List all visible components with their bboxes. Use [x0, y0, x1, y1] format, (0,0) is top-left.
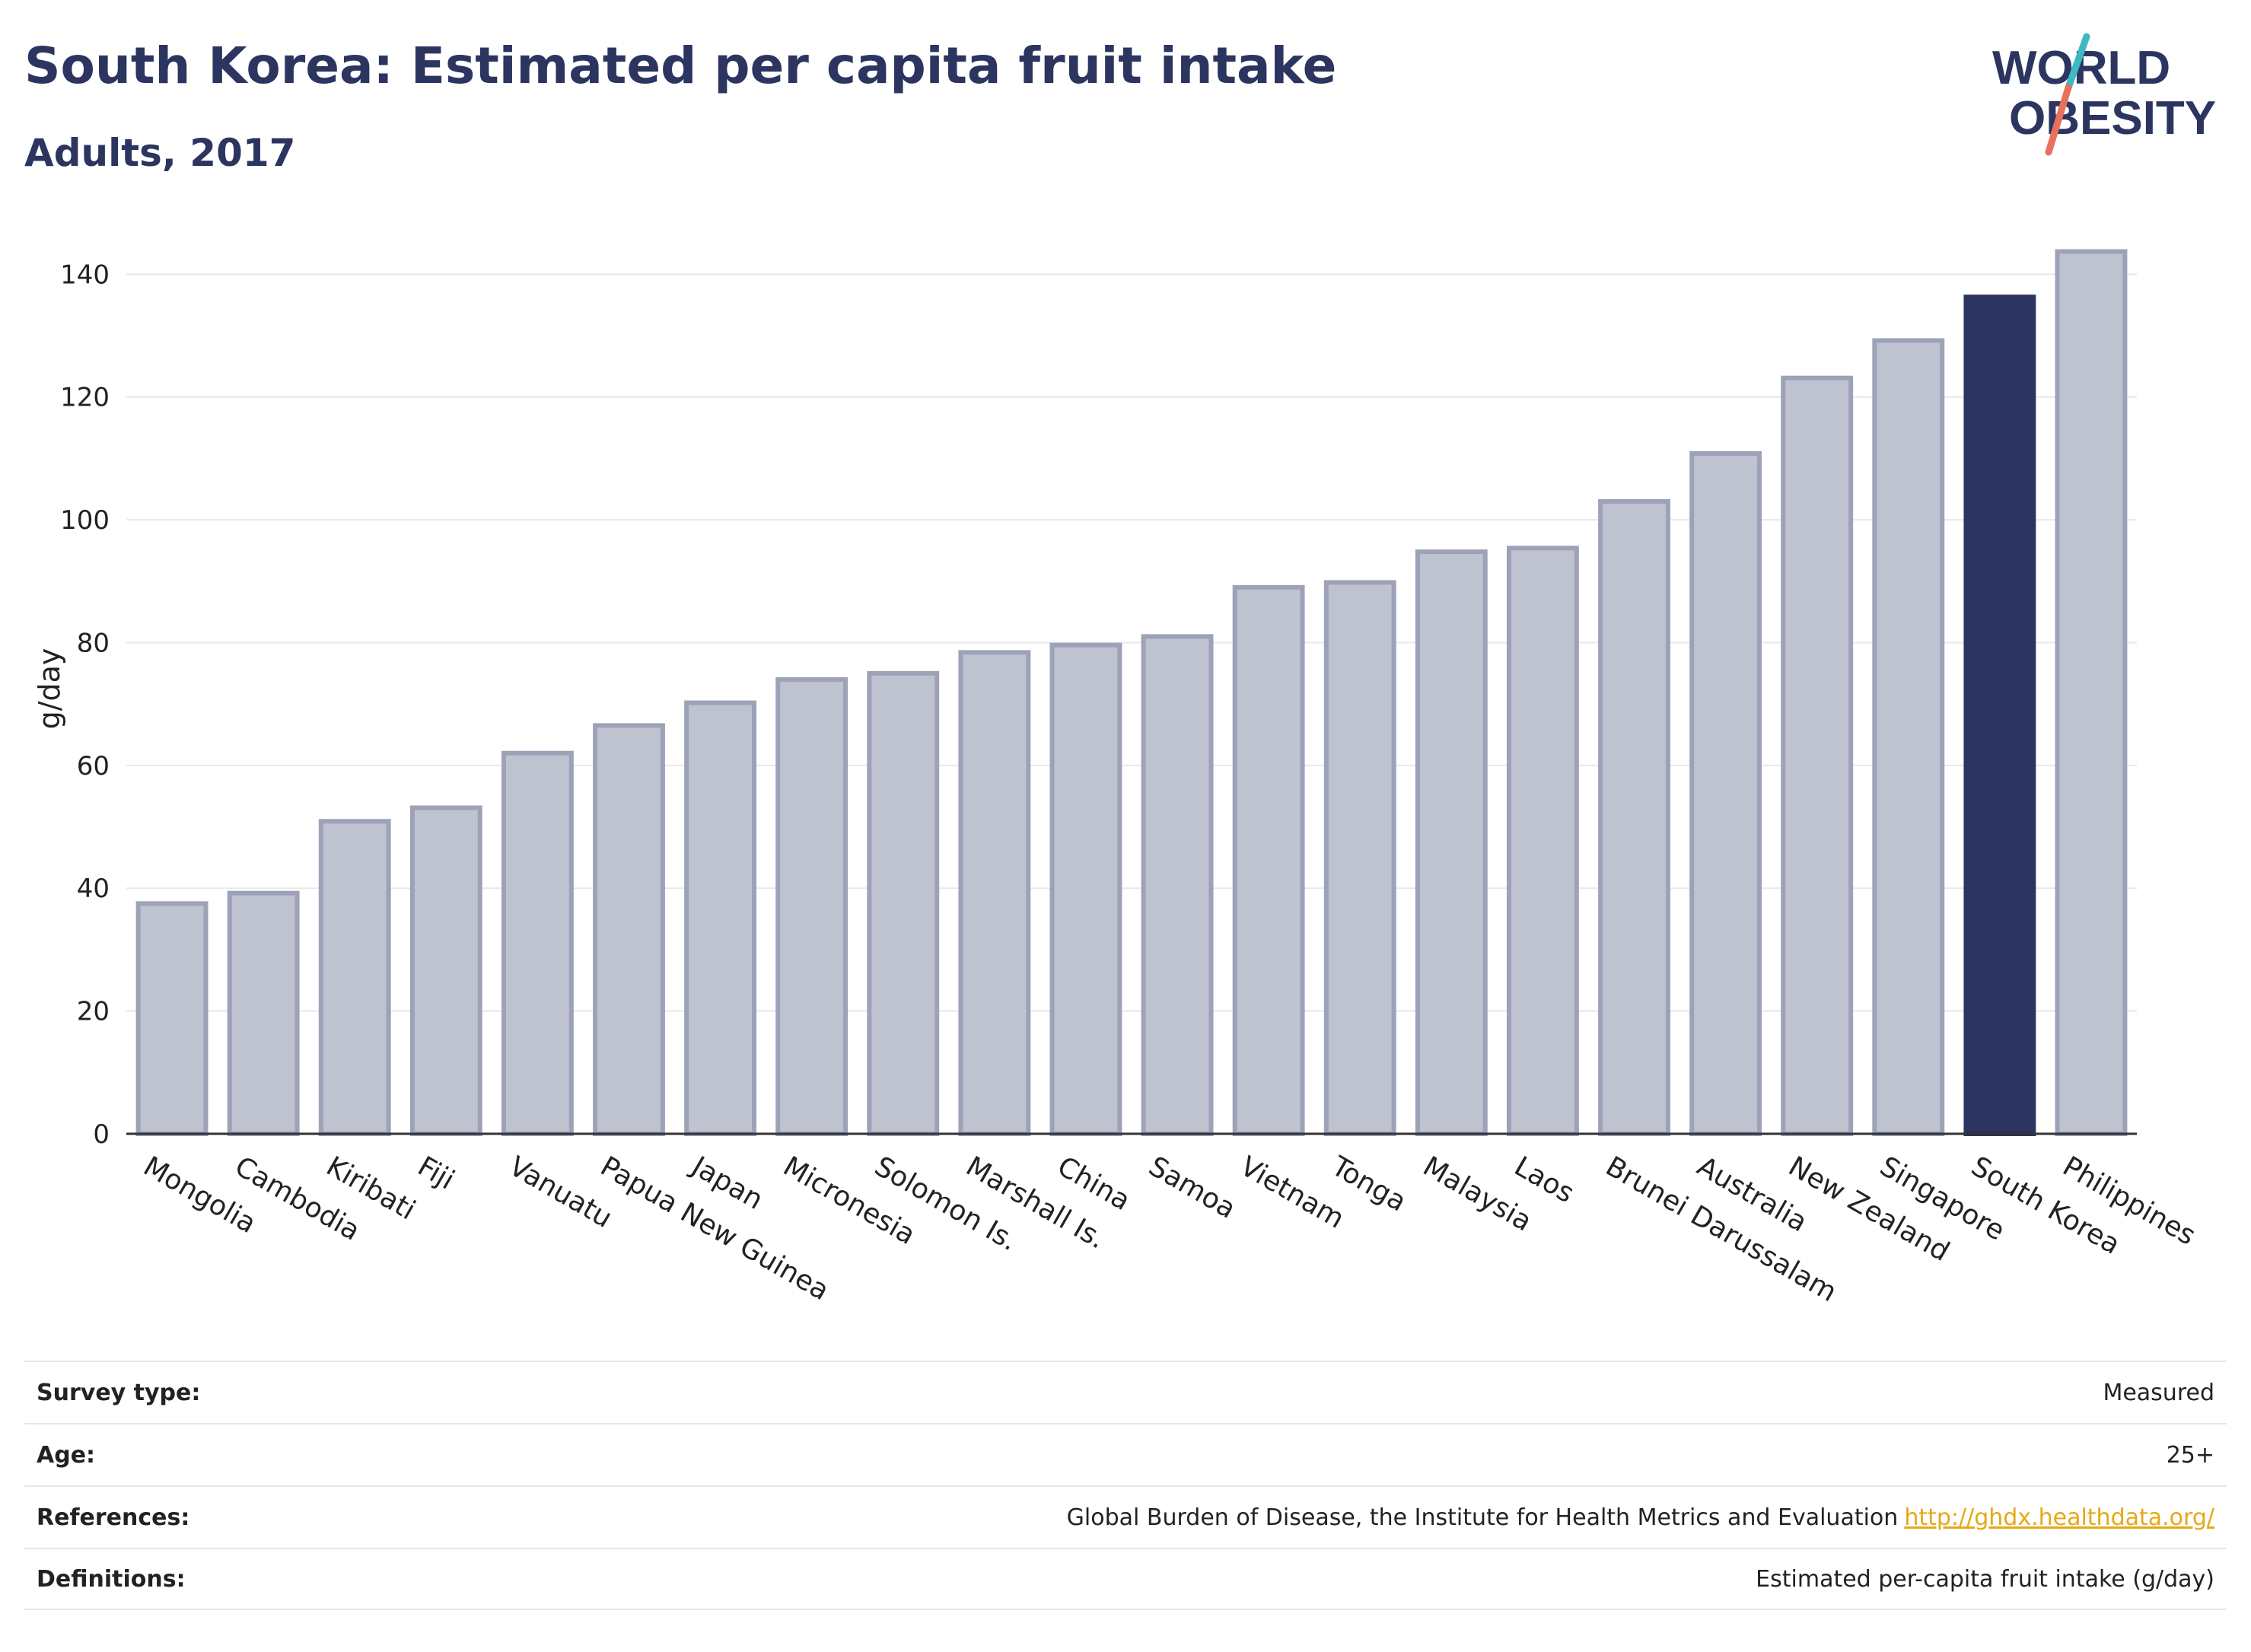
bar-malaysia[interactable]: [1415, 549, 1488, 1136]
bar-samoa[interactable]: [1141, 634, 1214, 1136]
metadata-table: Survey type: Measured Age: 25+ Reference…: [24, 1361, 2227, 1610]
meta-row-definitions: Definitions: Estimated per-capita fruit …: [24, 1548, 2227, 1610]
y-tick-label: 120: [60, 383, 110, 413]
bar-mongolia[interactable]: [135, 901, 209, 1137]
bar-papua-new-guinea[interactable]: [593, 723, 665, 1136]
bar-new-zealand[interactable]: [1781, 375, 1854, 1137]
meta-label: Survey type:: [37, 1379, 201, 1406]
bar-tonga[interactable]: [1323, 580, 1396, 1136]
y-tick-label: 140: [60, 259, 110, 290]
bar-brunei-darussalam[interactable]: [1598, 498, 1670, 1136]
page-title: South Korea: Estimated per capita fruit …: [24, 37, 1337, 95]
bar-marshall-is-[interactable]: [958, 650, 1031, 1136]
meta-value: 25+: [2166, 1441, 2214, 1469]
bar-singapore[interactable]: [1872, 338, 1945, 1137]
x-tick-label: Vietnam: [1235, 1151, 1349, 1235]
meta-label: References:: [37, 1504, 190, 1531]
y-tick-label: 100: [60, 505, 110, 536]
reference-link[interactable]: http://ghdx.healthdata.org/: [1904, 1504, 2214, 1531]
meta-value: Estimated per-capita fruit intake (g/day…: [1756, 1565, 2214, 1593]
y-axis-ticks: 0 20 40 60 80 100 120 140: [60, 259, 110, 1150]
meta-row-age: Age: 25+: [24, 1423, 2227, 1485]
logo-line2: OBESITY: [2009, 92, 2216, 145]
logo-slash-top: [2065, 33, 2090, 91]
meta-label: Age:: [37, 1441, 96, 1469]
bar-japan[interactable]: [684, 700, 757, 1136]
bar-kiribati[interactable]: [318, 819, 391, 1137]
y-tick-label: 0: [93, 1119, 110, 1150]
bar-philippines[interactable]: [2055, 249, 2128, 1137]
page-subtitle: Adults, 2017: [24, 131, 296, 175]
bar-micronesia[interactable]: [775, 676, 849, 1136]
x-tick-label: Fiji: [412, 1151, 460, 1196]
bar-australia[interactable]: [1689, 450, 1762, 1136]
meta-label: Definitions:: [37, 1565, 186, 1593]
bar-solomon-is-[interactable]: [867, 670, 940, 1136]
meta-value: Measured: [2103, 1379, 2214, 1406]
world-obesity-logo[interactable]: WORLD OBESITY: [1979, 30, 2237, 160]
meta-row-references: References: Global Burden of Disease, th…: [24, 1485, 2227, 1548]
bar-china[interactable]: [1049, 642, 1122, 1136]
x-tick-label: Vanuatu: [504, 1151, 617, 1234]
y-tick-label: 80: [77, 628, 110, 658]
bar-south-korea[interactable]: [1963, 294, 2036, 1137]
y-tick-label: 40: [77, 874, 110, 904]
x-tick-label: Samoa: [1144, 1151, 1241, 1225]
y-axis-label: g/day: [33, 648, 66, 730]
bars: [135, 249, 2128, 1137]
bar-fiji[interactable]: [409, 805, 482, 1137]
y-tick-label: 20: [77, 997, 110, 1027]
logo-slash-bottom: [2045, 84, 2072, 156]
bar-vietnam[interactable]: [1232, 584, 1305, 1136]
reference-text: Global Burden of Disease, the Institute …: [1066, 1504, 1899, 1531]
meta-row-survey-type: Survey type: Measured: [24, 1361, 2227, 1423]
meta-value: Global Burden of Disease, the Institute …: [1067, 1504, 2214, 1531]
bar-laos[interactable]: [1506, 546, 1579, 1136]
bar-cambodia[interactable]: [227, 890, 300, 1136]
y-tick-label: 60: [77, 751, 110, 781]
bar-vanuatu[interactable]: [501, 750, 574, 1136]
